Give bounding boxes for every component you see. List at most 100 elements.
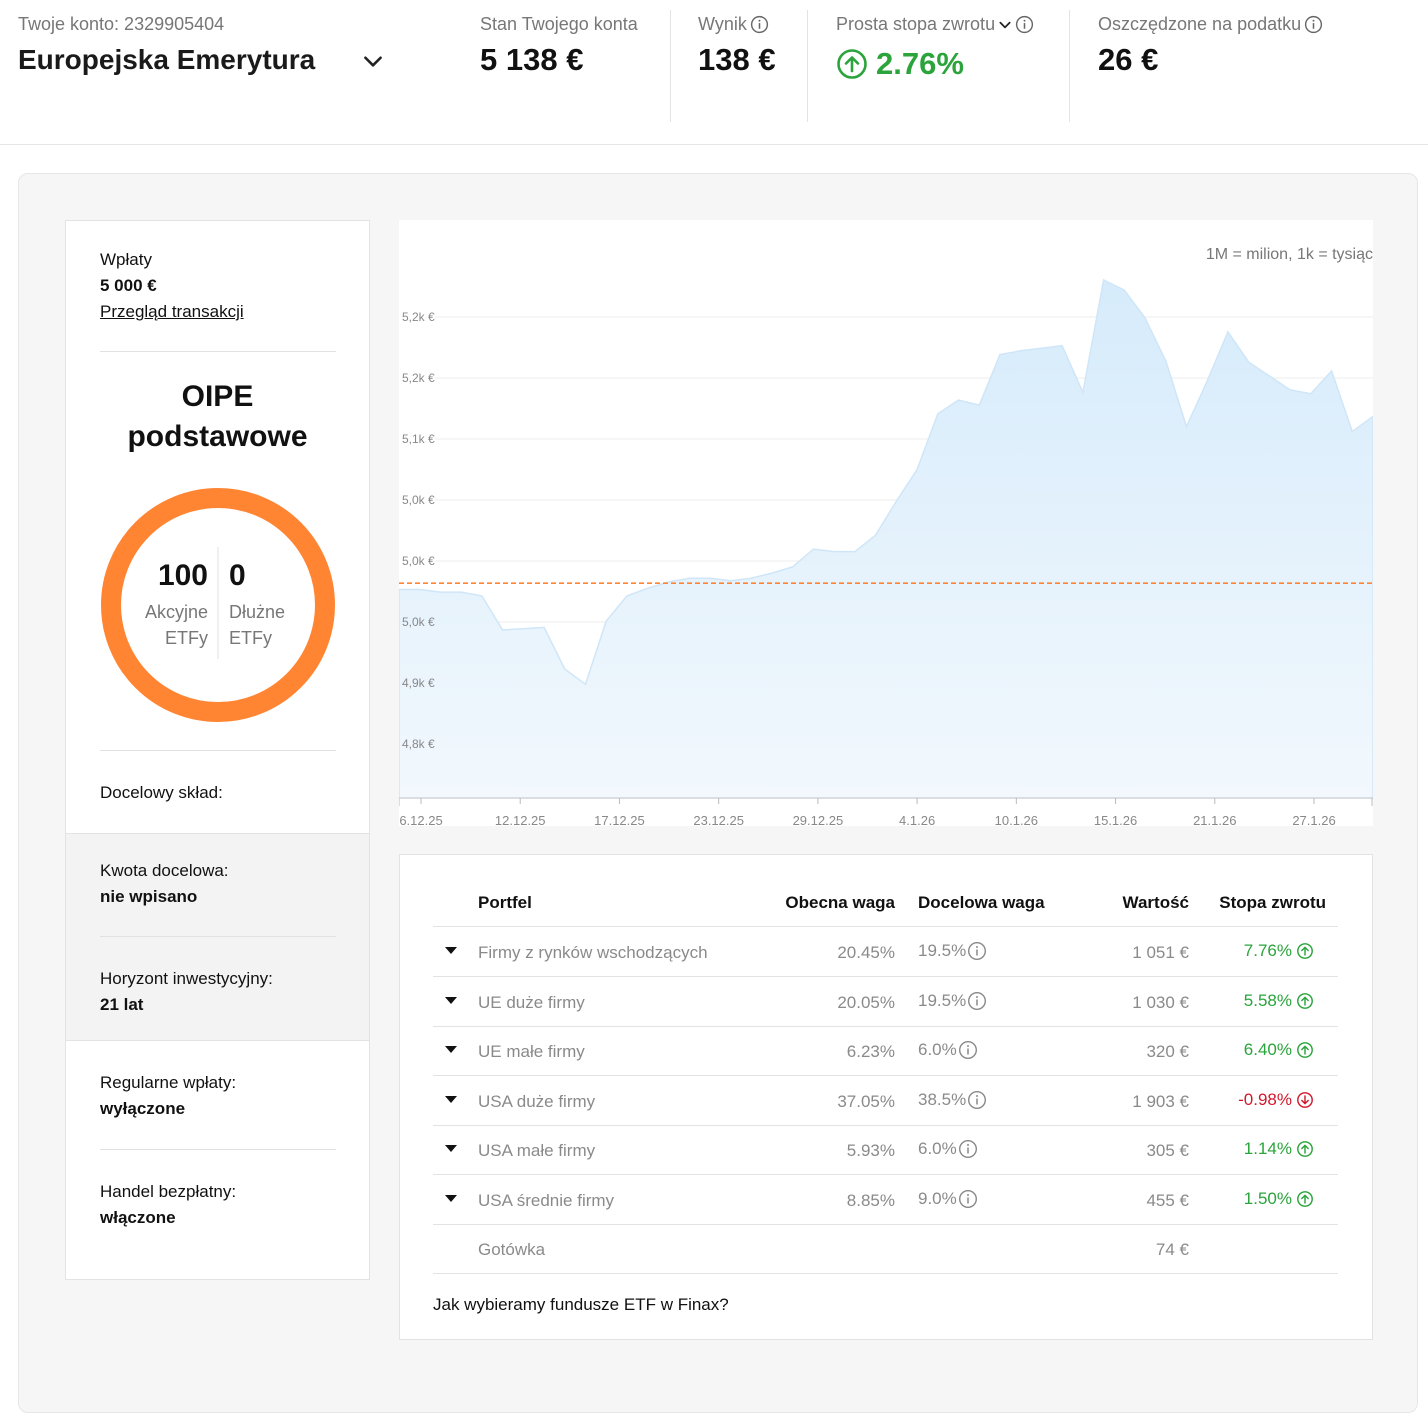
info-icon[interactable]: [1304, 15, 1323, 34]
header-return: Stopa zwrotu: [1219, 893, 1326, 912]
expand-caret-icon[interactable]: [445, 1095, 457, 1104]
arrow-up-circle-icon: [1297, 1141, 1313, 1157]
row-target-weight-text: 38.5%: [918, 1089, 967, 1109]
header-current-weight: Obecna waga: [785, 893, 895, 912]
divider: [100, 750, 336, 751]
row-target-weight-text: 19.5%: [918, 941, 967, 960]
stat-tax-saved-value: 26 €: [1098, 42, 1159, 77]
expand-caret-icon[interactable]: [445, 1046, 457, 1054]
arrow-up-circle-icon: [1297, 992, 1313, 1009]
header-value: Wartość: [1122, 893, 1189, 912]
arrow-up-circle-icon: [1297, 943, 1313, 959]
goal-settings-section: Kwota docelowa: nie wpisano Horyzont inw…: [66, 833, 369, 1041]
target-amount-value: nie wpisano: [100, 887, 198, 906]
info-icon[interactable]: [958, 1189, 978, 1209]
info-icon[interactable]: [967, 941, 987, 961]
row-target-weight-text: 6.0%: [918, 1040, 957, 1059]
deposits-value: 5 000 €: [100, 276, 157, 295]
allocation-donut: 100 Akcyjne ETFy 0 Dłużne ETFy: [100, 487, 336, 723]
chevron-down-icon[interactable]: [360, 48, 386, 74]
regular-deposits-block: Regularne wpłaty: wyłączone: [66, 1070, 369, 1122]
stat-divider: [807, 10, 808, 122]
equity-percent: 100: [157, 559, 208, 592]
x-tick-label: 6.12.25: [399, 813, 442, 826]
stat-return-value: 2.76%: [836, 46, 964, 82]
expand-caret-icon[interactable]: [445, 1194, 457, 1203]
deposits-label: Wpłaty: [100, 250, 152, 269]
expand-caret-icon[interactable]: [445, 996, 457, 1005]
info-icon[interactable]: [750, 15, 769, 34]
row-fund-name: Firmy z rynków wschodzących: [478, 943, 708, 962]
portfolio-value-chart[interactable]: 1M = milion, 1k = tysiąc 5,2k € 5,2k € 5,1…: [398, 220, 1374, 828]
plan-title-line2: podstawowe: [127, 420, 308, 453]
row-target-weight: 6.0%: [918, 1139, 978, 1159]
row-target-weight-text: 19.5%: [918, 990, 967, 1010]
table-row[interactable]: USA małe firmy 5.93% 6.0% 305 € 1.14%: [433, 1125, 1338, 1175]
expand-caret-icon[interactable]: [445, 1145, 457, 1153]
y-tick-label: 5,1k €: [402, 432, 435, 446]
table-row[interactable]: UE duże firmy 20.05% 19.5% 1 030 € 5.58%: [433, 977, 1338, 1027]
regular-deposits-label: Regularne wpłaty:: [100, 1073, 237, 1092]
stat-return-value-text: 2.76%: [876, 46, 964, 81]
portfolio-summary-card: Wpłaty 5 000 € Przegląd transakcji OIPE …: [65, 220, 370, 1280]
regular-deposits-value: wyłączone: [100, 1099, 186, 1118]
row-return: 1.50%: [1244, 1189, 1314, 1209]
row-return-text: -0.98%: [1238, 1089, 1292, 1109]
table-row[interactable]: Firmy z rynków wschodzących 20.45% 19.5% 1 …: [433, 927, 1338, 977]
plan-title: OIPE podstawowe: [66, 377, 369, 457]
stat-balance-label: Stan Twojego konta: [480, 14, 638, 34]
deposits-block: Wpłaty 5 000 € Przegląd transakcji: [66, 247, 369, 325]
row-return-text: 1.50%: [1243, 1188, 1292, 1208]
arrow-down-circle-icon: [1297, 1091, 1313, 1108]
info-icon[interactable]: [958, 1139, 978, 1159]
target-amount-label: Kwota docelowa:: [100, 861, 229, 880]
info-icon[interactable]: [1015, 15, 1034, 34]
row-fund-name: USA małe firmy: [478, 1141, 596, 1160]
x-tick-label: 10.1.26: [995, 813, 1038, 826]
info-icon[interactable]: [967, 1090, 987, 1110]
y-tick-label: 5,0k €: [402, 554, 435, 568]
row-target-weight: 38.5%: [918, 1090, 987, 1110]
stat-return-label-text[interactable]: Prosta stopa zwrotu: [836, 14, 996, 34]
bond-label: Dłużne ETFy: [229, 599, 285, 651]
cash-value: 74 €: [1155, 1240, 1189, 1259]
arrow-up-circle-icon: [1297, 1042, 1313, 1058]
row-return-text: 6.40%: [1243, 1040, 1292, 1059]
etf-selection-link[interactable]: Jak wybieramy fundusze ETF w Finax?: [433, 1295, 729, 1314]
row-target-weight-text: 6.0%: [918, 1139, 957, 1158]
row-current-weight: 8.85%: [846, 1190, 895, 1210]
free-trading-block: Handel bezpłatny: włączone: [66, 1179, 369, 1231]
table-header: Portfel Obecna waga Docelowa waga Wartoś…: [433, 883, 1338, 927]
account-name[interactable]: Europejska Emerytura: [18, 44, 316, 75]
table-row[interactable]: USA duże firmy 37.05% 38.5% 1 903 € -0.98%: [433, 1076, 1338, 1126]
row-current-weight: 5.93%: [846, 1141, 895, 1160]
portfolio-panel: Wpłaty 5 000 € Przegląd transakcji OIPE …: [18, 173, 1418, 1413]
row-return-text: 1.14%: [1243, 1139, 1292, 1158]
row-return: -0.98%: [1238, 1090, 1314, 1110]
equity-label-line1: Akcyjne: [144, 602, 208, 622]
table-row-cash: Gotówka 74 €: [433, 1224, 1338, 1274]
row-value: 1 051 €: [1132, 943, 1189, 962]
transactions-link[interactable]: Przegląd transakcji: [100, 302, 244, 321]
row-return: 7.76%: [1244, 941, 1314, 961]
horizon-value: 21 lat: [100, 995, 144, 1014]
chart-units-note: 1M = milion, 1k = tysiąc: [1205, 246, 1373, 263]
equity-label-line2: ETFy: [165, 628, 208, 648]
row-return: 1.14%: [1244, 1139, 1314, 1159]
allocation-ring: [101, 488, 335, 722]
plan-title-line1: OIPE: [181, 380, 254, 413]
x-tick-label: 21.1.26: [1193, 813, 1236, 826]
stat-result-value: 138 €: [698, 42, 776, 77]
expand-caret-icon[interactable]: [445, 947, 457, 955]
info-icon[interactable]: [958, 1040, 978, 1060]
info-icon[interactable]: [967, 991, 987, 1011]
row-return: 6.40%: [1244, 1040, 1314, 1060]
header-target-weight: Docelowa waga: [918, 893, 1045, 912]
chart-area: [398, 278, 1374, 799]
bond-percent: 0: [229, 559, 246, 592]
y-tick-label: 4,8k €: [402, 737, 435, 751]
horizon-block: Horyzont inwestycyjny: 21 lat: [66, 966, 369, 1018]
table-row[interactable]: UE małe firmy 6.23% 6.0% 320 € 6.40%: [433, 1026, 1338, 1076]
chevron-down-icon[interactable]: [998, 18, 1012, 32]
table-row[interactable]: USA średnie firmy 8.85% 9.0% 455 € 1.50%: [433, 1175, 1338, 1225]
